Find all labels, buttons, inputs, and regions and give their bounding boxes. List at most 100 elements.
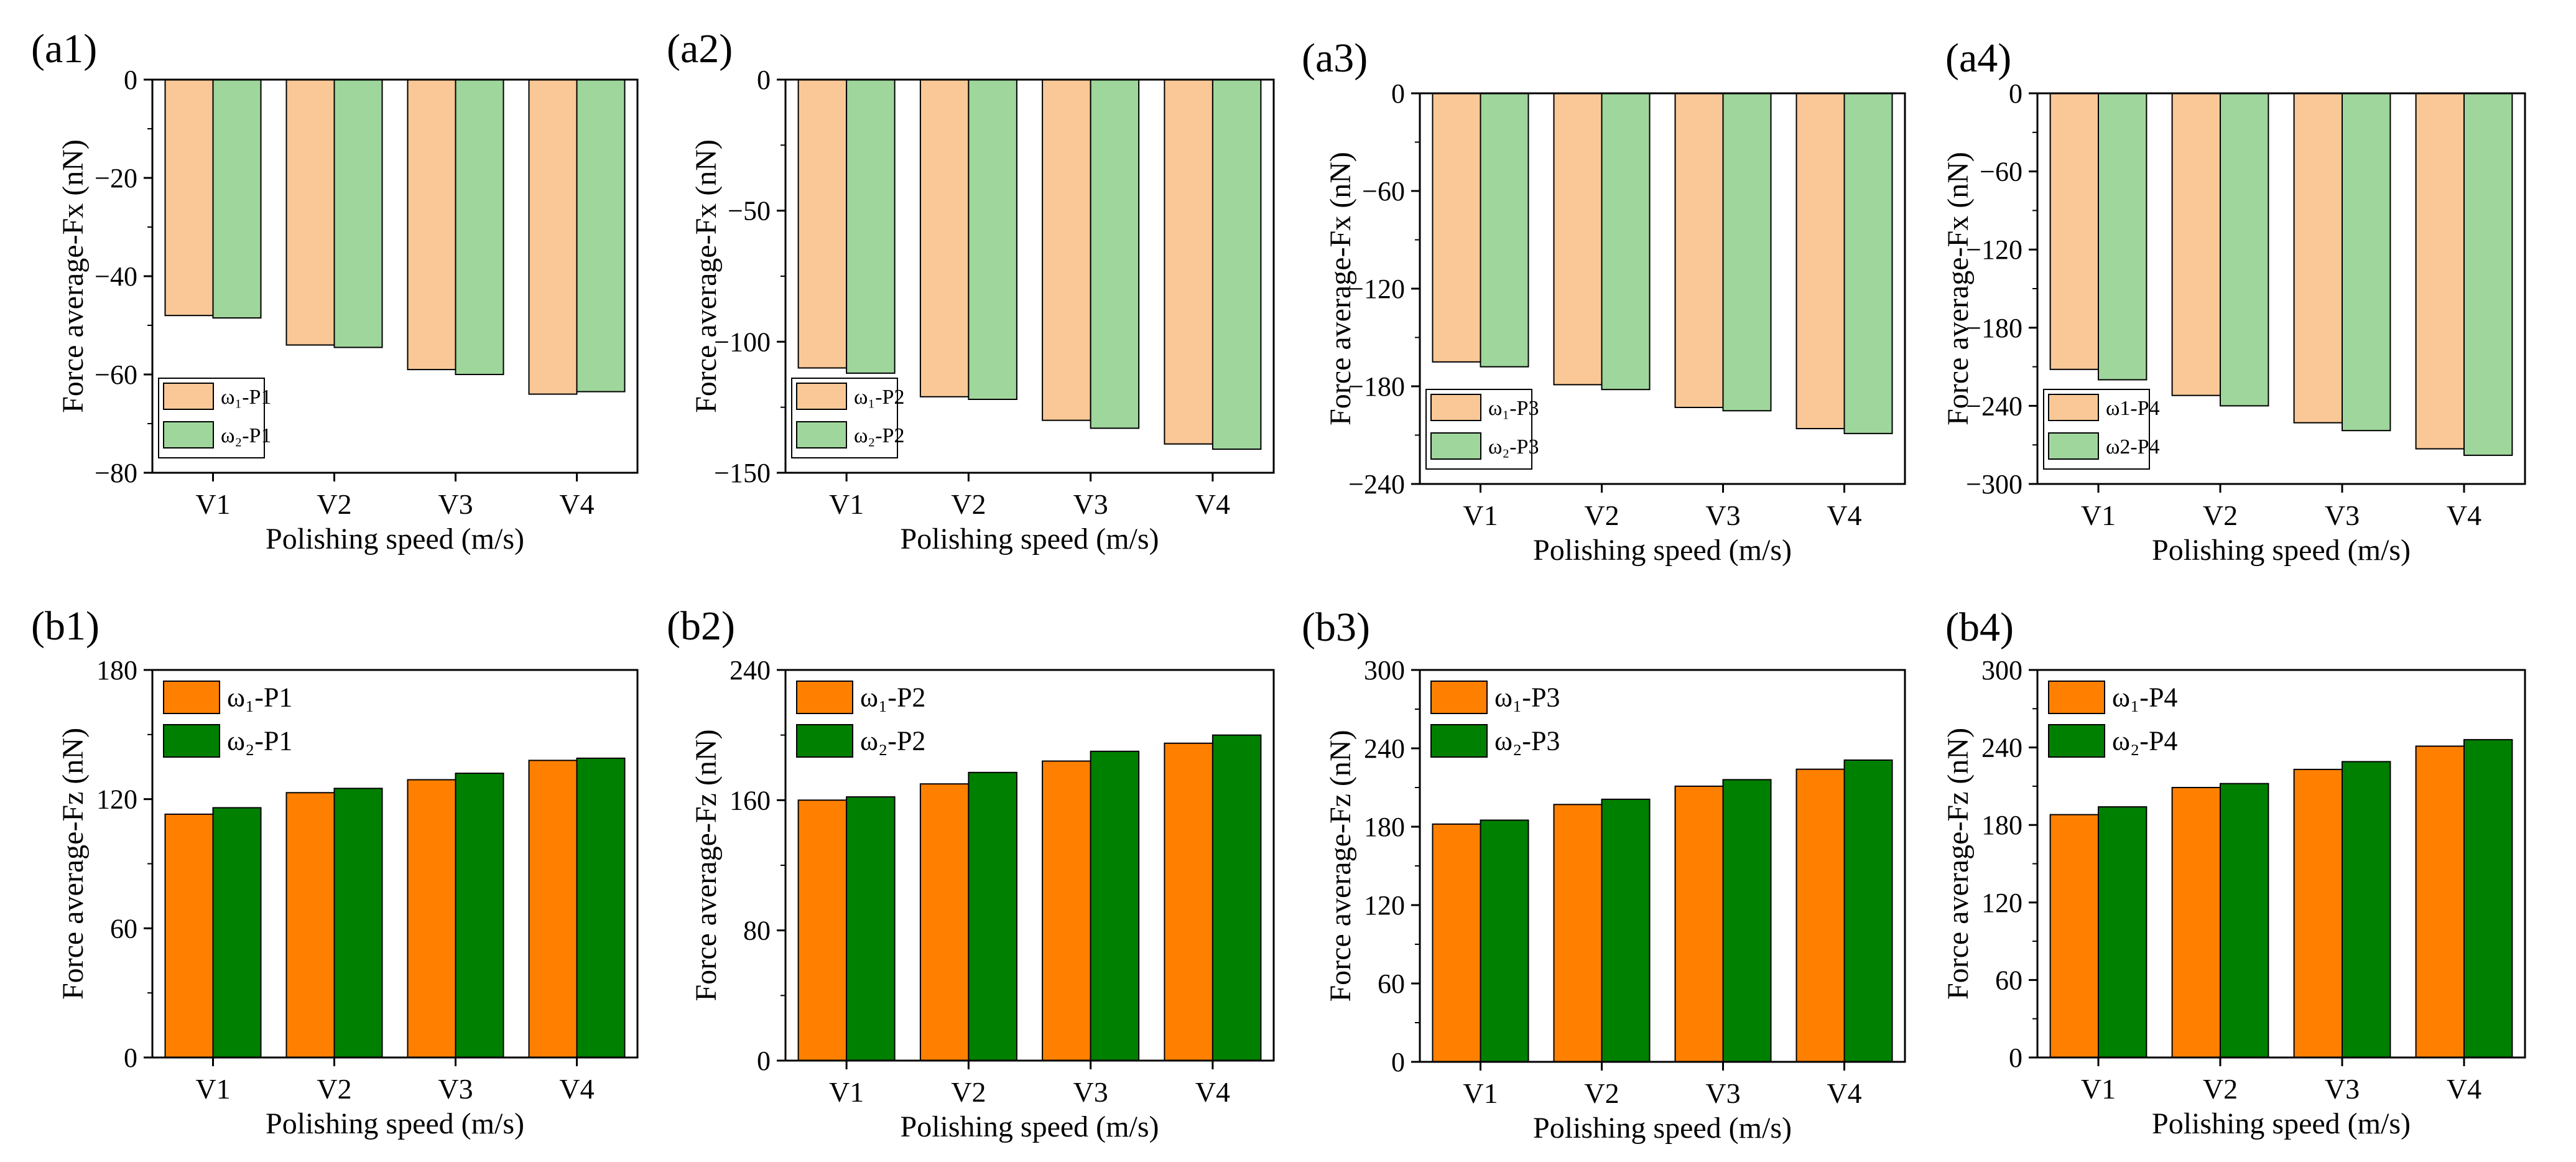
bar	[1164, 742, 1213, 1062]
panel-a1: (a1) V1 V2 V3 V4 0 −20 −40 −60 −80 Polishing speed…	[31, 26, 639, 555]
bar	[1795, 93, 1845, 429]
legend-label: ω₁-P3	[1494, 682, 1560, 713]
y-tick-label: −180	[1966, 313, 2022, 343]
panel-b1: (b1) V1 V2 V3 V4 0 60 120 180 Polishing speed (m/…	[31, 603, 639, 1140]
x-tick-label: V2	[317, 488, 351, 520]
panel-a2: (a2) V1 V2 V3 V4 0 −50 −100 −150 Polishing speed …	[667, 26, 1275, 555]
bar	[2293, 768, 2343, 1059]
x-tick-label: V2	[1584, 500, 1619, 531]
y-tick-label: 120	[1981, 888, 2022, 918]
legend-swatch	[163, 681, 220, 714]
legend: ω1-P4 ω2-P4	[2043, 389, 2160, 470]
legend-swatch	[1430, 724, 1488, 758]
y-tick-label: −50	[728, 196, 771, 226]
bar	[212, 807, 262, 1058]
y-tick-label: 0	[1391, 78, 1405, 109]
bar	[1090, 79, 1140, 429]
panel-label: (a1)	[31, 26, 97, 72]
bar	[2463, 93, 2513, 456]
x-tick-label: V2	[951, 1076, 986, 1108]
bar	[797, 799, 848, 1062]
y-tick-label: 300	[1981, 655, 2022, 686]
y-tick-label: 0	[124, 1043, 137, 1073]
bar	[1674, 785, 1724, 1063]
bar	[919, 783, 970, 1061]
y-tick-label: −60	[1362, 176, 1405, 207]
legend-swatch	[1430, 394, 1481, 421]
bar	[1601, 93, 1651, 391]
bar	[285, 792, 335, 1059]
y-axis-label: Force average-Fx (nN)	[1324, 152, 1357, 425]
y-tick-label: −60	[1980, 157, 2022, 187]
y-tick-label: 180	[1364, 812, 1405, 842]
bar	[455, 773, 504, 1058]
x-tick-label: V1	[195, 488, 230, 520]
y-axis-label: Force average-Fx (nN)	[1942, 152, 1975, 425]
x-tick-label: V4	[559, 1073, 594, 1105]
legend: ω₁-P2 ω₂-P2	[791, 378, 904, 458]
bar	[1722, 93, 1772, 412]
x-tick-label: V3	[1073, 1076, 1108, 1108]
legend-swatch	[796, 383, 847, 410]
y-tick-label: −300	[1966, 469, 2022, 500]
y-axis-label: Force average-Fx (nN)	[690, 139, 723, 413]
legend-label: ω₂-P2	[854, 424, 904, 447]
legend-label: ω₁-P1	[221, 386, 271, 409]
x-axis-label: Polishing speed (m/s)	[1533, 534, 1792, 567]
legend-label: ω2-P4	[2106, 435, 2160, 458]
legend-label: ω₂-P3	[1494, 726, 1560, 756]
y-tick-label: 240	[1364, 733, 1405, 764]
legend: ω₁-P4 ω₂-P4	[2048, 681, 2177, 758]
legend-swatch	[2048, 681, 2105, 714]
panel-label: (b1)	[31, 603, 100, 649]
y-tick-label: −40	[95, 261, 137, 292]
bar	[1553, 93, 1603, 386]
y-tick-label: −120	[1966, 235, 2022, 265]
x-tick-label: V3	[2325, 1073, 2360, 1105]
y-tick-label: −20	[95, 163, 137, 193]
y-tick-label: 180	[96, 655, 137, 686]
legend: ω₁-P2 ω₂-P2	[796, 681, 925, 758]
x-axis-label: Polishing speed (m/s)	[901, 1110, 1159, 1143]
x-tick-label: V3	[1705, 500, 1740, 531]
bar	[164, 79, 214, 317]
x-tick-label: V4	[2447, 500, 2481, 531]
x-tick-label: V2	[2203, 500, 2238, 531]
y-tick-label: 60	[110, 913, 137, 944]
bar	[2171, 93, 2222, 396]
bar	[333, 79, 383, 348]
y-tick-label: 0	[2009, 78, 2022, 109]
bar	[528, 760, 578, 1059]
x-tick-label: V2	[951, 488, 986, 520]
x-tick-label: V2	[317, 1073, 351, 1105]
x-axis-label: Polishing speed (m/s)	[1533, 1112, 1792, 1145]
bar	[2098, 93, 2147, 381]
bar	[919, 79, 970, 397]
y-tick-label: 0	[757, 65, 771, 95]
bar	[1164, 79, 1213, 445]
panel-b4: (b4) V1 V2 V3 V4 0 60 120 180 240 300 Polishing spe…	[1942, 605, 2526, 1140]
legend-swatch	[163, 724, 220, 758]
y-tick-label: 240	[730, 655, 771, 686]
bar	[407, 79, 456, 371]
bar	[2415, 745, 2465, 1058]
bar	[2049, 814, 2100, 1058]
bar	[1843, 759, 1893, 1063]
bar	[1432, 823, 1481, 1063]
legend-swatch	[2048, 432, 2099, 460]
legend-swatch	[796, 724, 853, 758]
bar	[164, 813, 214, 1059]
panel-b3: (b3) V1 V2 V3 V4 0 60 120 180 240 300 Polishing spe…	[1302, 605, 1906, 1145]
x-tick-label: V3	[1705, 1077, 1740, 1109]
x-tick-label: V3	[438, 488, 473, 520]
x-tick-label: V1	[1463, 1077, 1498, 1109]
legend-label: ω₁-P1	[227, 682, 292, 713]
x-tick-label: V1	[829, 1076, 864, 1108]
bar	[1042, 760, 1091, 1061]
panel-a3: (a3) V1 V2 V3 V4 0 −60 −120 −180 −240 Polishing sp…	[1302, 35, 1906, 567]
y-tick-label: 60	[1378, 969, 1405, 999]
legend-swatch	[2048, 394, 2099, 421]
bar	[968, 771, 1017, 1062]
panel-b2: (b2) V1 V2 V3 V4 0 80 160 240 Polishing speed (m/…	[667, 603, 1275, 1143]
